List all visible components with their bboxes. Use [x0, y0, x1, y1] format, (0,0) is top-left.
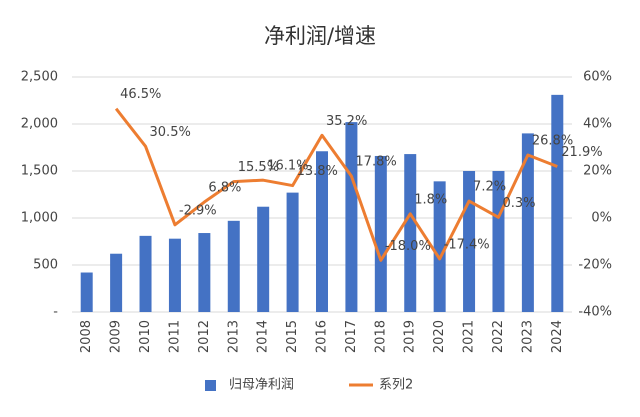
y-tick-label: 1,500: [21, 164, 58, 179]
x-tick-label: 2014: [256, 320, 271, 353]
data-label: 15.5%: [238, 160, 279, 175]
bar: [257, 206, 270, 312]
legend-label: 归母净利润: [229, 378, 294, 393]
y2-tick-label: 60%: [583, 70, 612, 85]
bar: [521, 133, 534, 312]
data-label: 21.9%: [561, 145, 602, 160]
data-label: -2.9%: [179, 203, 217, 218]
data-label: 30.5%: [150, 125, 191, 140]
bar: [404, 154, 417, 312]
bar: [80, 272, 93, 312]
x-tick-label: 2019: [403, 320, 418, 353]
y-tick-label: 500: [33, 258, 58, 273]
data-label: 35.2%: [326, 114, 367, 129]
bar: [227, 220, 240, 312]
data-label: 46.5%: [120, 87, 161, 102]
x-tick-label: 2009: [109, 320, 124, 353]
data-label: 6.8%: [208, 181, 241, 196]
legend-swatch: [205, 380, 216, 391]
x-tick-label: 2015: [285, 320, 300, 353]
bar: [286, 192, 299, 312]
line: [114, 107, 558, 262]
y-tick-label: -: [53, 305, 58, 320]
data-label: 26.8%: [532, 134, 573, 149]
x-tick-label: 2018: [373, 320, 388, 353]
x-tick-label: 2008: [79, 320, 94, 353]
y2-tick-label: -20%: [578, 258, 612, 273]
bar: [551, 94, 564, 312]
bar: [198, 233, 211, 312]
data-label: 17.8%: [355, 155, 396, 170]
legend-label: 系列2: [379, 378, 413, 393]
bar: [492, 171, 505, 312]
x-tick-label: 2012: [197, 320, 212, 353]
data-label: 16.1%: [267, 159, 308, 174]
x-tick-label: 2020: [432, 320, 447, 353]
bar: [110, 253, 123, 312]
x-tick-label: 2013: [226, 320, 241, 353]
x-tick-label: 2016: [315, 320, 330, 353]
y2-tick-label: 40%: [583, 117, 612, 132]
y-tick-label: 1,000: [21, 211, 58, 226]
data-label: 1.8%: [414, 192, 447, 207]
chart-title: 净利润/增速: [264, 24, 376, 48]
y2-tick-label: -40%: [578, 305, 612, 320]
x-tick-label: 2021: [462, 320, 477, 353]
bar: [345, 122, 358, 313]
y2-tick-label: 0%: [591, 211, 612, 226]
y-tick-label: 2,000: [21, 117, 58, 132]
bar: [433, 181, 446, 312]
x-tick-label: 2023: [520, 320, 535, 353]
data-label: 0.3%: [502, 196, 535, 211]
bar: [139, 235, 152, 312]
x-tick-label: 2011: [167, 320, 182, 353]
bar: [168, 238, 181, 312]
data-label: -17.4%: [444, 237, 490, 252]
bar: [316, 151, 328, 312]
data-label: 7.2%: [473, 180, 506, 195]
y2-tick-label: 20%: [583, 164, 612, 179]
x-tick-label: 2022: [491, 320, 506, 353]
bar: [374, 155, 387, 312]
x-tick-label: 2024: [550, 320, 565, 353]
data-label: 13.8%: [297, 164, 338, 179]
data-label: -18.0%: [385, 239, 431, 254]
x-tick-label: 2017: [344, 320, 359, 353]
x-tick-label: 2010: [138, 320, 153, 353]
y-tick-label: 2,500: [21, 70, 58, 85]
